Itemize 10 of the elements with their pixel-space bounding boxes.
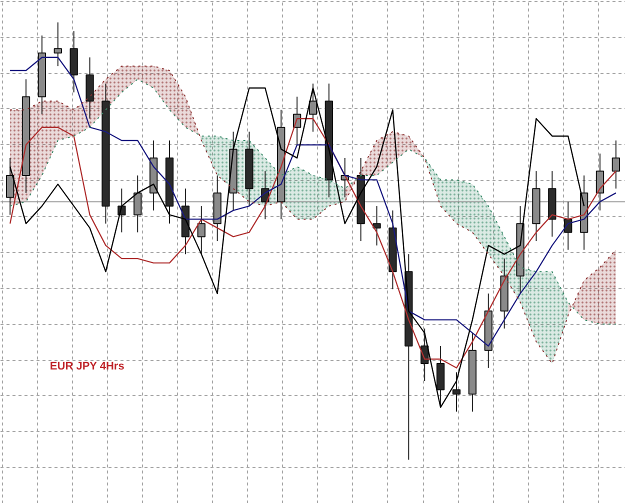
candlestick <box>197 206 206 255</box>
candlestick <box>6 157 14 216</box>
candlestick <box>452 372 461 412</box>
text: EUR JPY 4Hrs <box>50 360 124 372</box>
candlestick <box>612 140 620 190</box>
candlestick <box>54 22 62 67</box>
candlestick <box>118 188 126 233</box>
candlestick <box>134 174 142 233</box>
candlestick <box>596 153 604 211</box>
candlestick <box>372 206 381 246</box>
